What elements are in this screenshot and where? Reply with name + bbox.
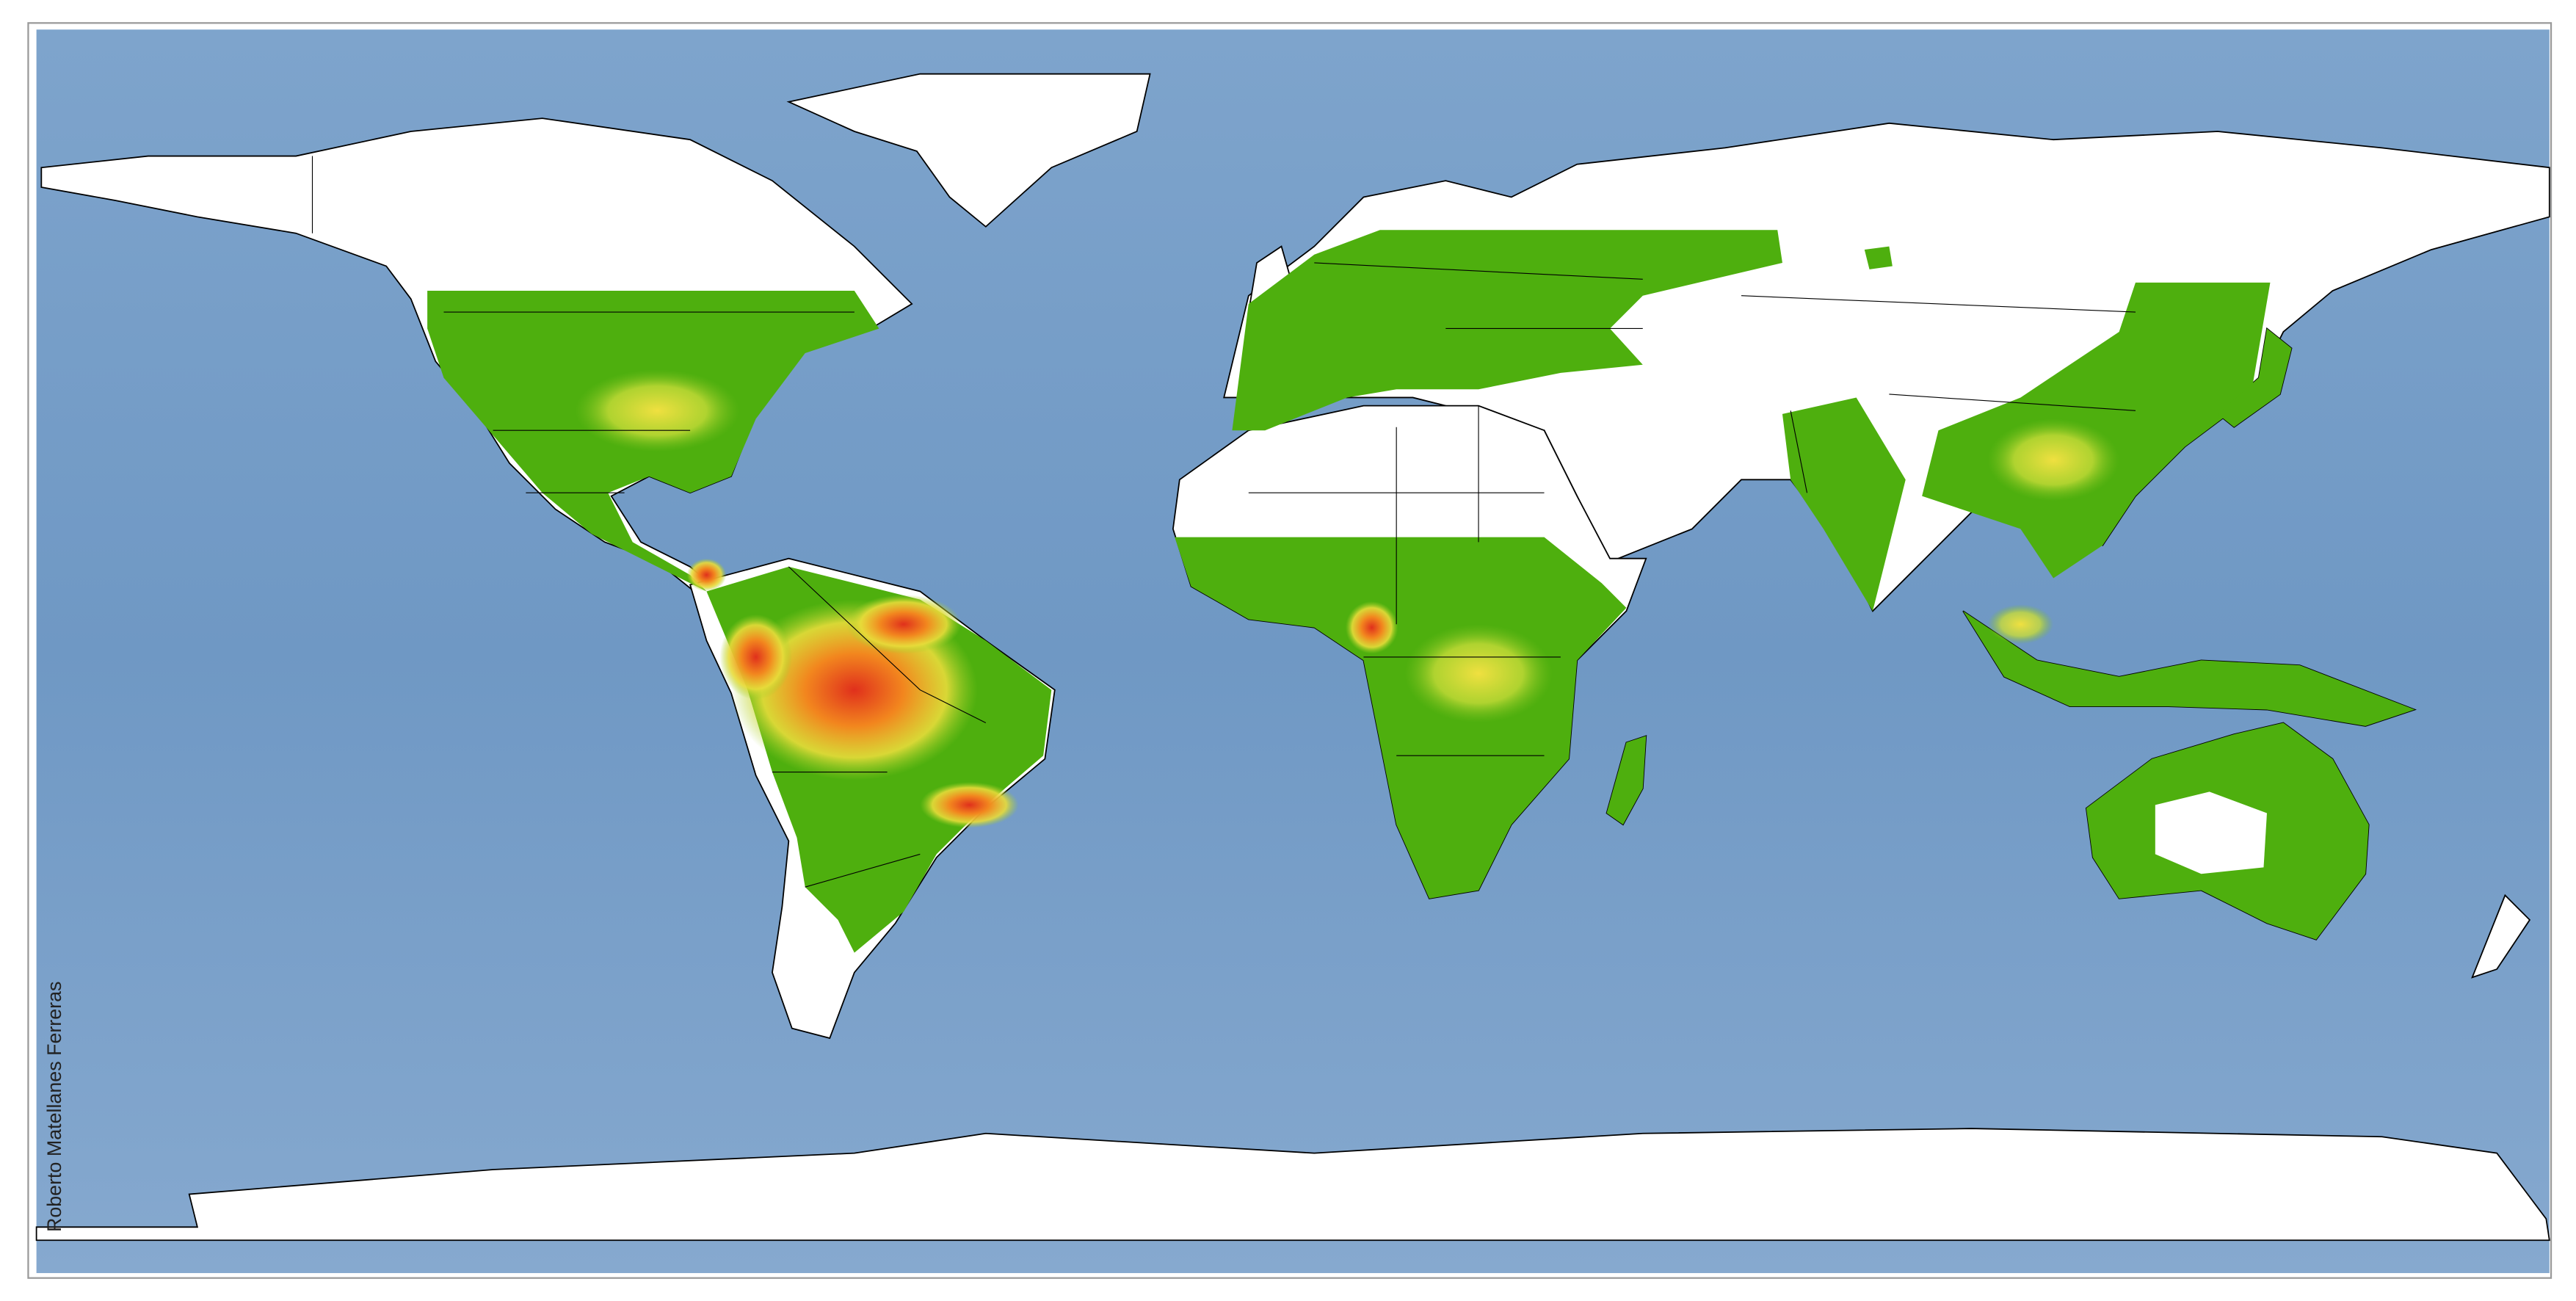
japan-green: [2217, 328, 2292, 427]
greenland: [786, 73, 1151, 228]
warm-spot: [575, 369, 740, 452]
hot-spot: [1345, 601, 1398, 654]
madagascar-green: [1606, 736, 1647, 825]
hot-spot: [719, 614, 792, 700]
india-green: [1782, 397, 1906, 612]
border: [311, 156, 2136, 888]
frame: [27, 22, 2553, 1279]
warm-spot: [1404, 624, 1553, 723]
antarctica: [35, 1128, 2550, 1242]
australia-interior: [2155, 791, 2267, 874]
borders: [311, 156, 2136, 888]
credit: Roberto Matellanes Ferreras: [43, 982, 65, 1232]
hot-spot: [846, 594, 962, 654]
africa-green: [1175, 537, 1627, 899]
warm-spot: [1987, 418, 2119, 501]
europe-green: [1232, 230, 1782, 431]
hot-spot: [686, 558, 727, 592]
indonesia-green: [1963, 611, 2415, 726]
new-zealand: [2471, 894, 2531, 979]
hot-spot: [920, 781, 1019, 828]
hotspots: [575, 369, 2119, 828]
siberia-green: [1864, 246, 1893, 269]
warm-spot: [1987, 604, 2054, 645]
